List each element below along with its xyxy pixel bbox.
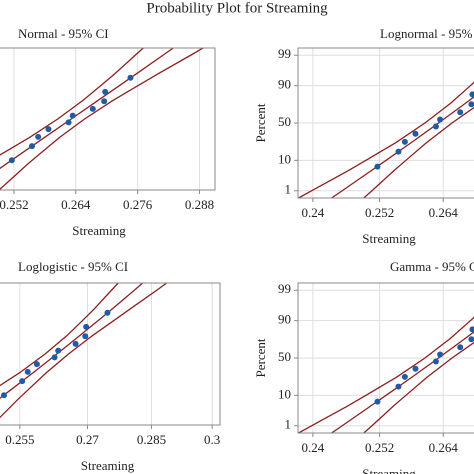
data-point [412, 365, 419, 372]
lower-line [0, 283, 119, 387]
x-tick-label: 0.252 [365, 440, 394, 455]
lower-line [298, 81, 474, 198]
plot-area [298, 48, 474, 198]
y-axis-label: Percent [253, 338, 268, 377]
x-tick-label: 0.24 [302, 205, 325, 220]
fit-line [331, 96, 474, 198]
y-tick-label: 99 [278, 281, 291, 296]
plot-area [0, 48, 204, 190]
data-point [89, 105, 96, 112]
data-point [33, 361, 40, 368]
data-point [24, 368, 31, 375]
data-point [412, 130, 419, 137]
plot-area [298, 283, 474, 433]
data-point [0, 392, 7, 399]
x-tick-label: 0.24 [302, 440, 325, 455]
x-tick-label: 0.252 [0, 197, 29, 212]
fit-line [331, 331, 474, 433]
data-point [374, 398, 381, 405]
panel: Gamma - 95% CI 0.24 0.252 0.264 1 10 50 90 99 Str… [253, 259, 474, 474]
figure-title: Probability Plot for Streaming [146, 0, 328, 16]
x-tick-label: 0.285 [137, 432, 166, 447]
panel-title: Gamma - 95% CI [390, 259, 474, 274]
x-tick-label: 0.252 [365, 205, 394, 220]
plot-frame [297, 282, 474, 434]
data-point [432, 123, 439, 130]
y-tick-label: 1 [285, 417, 292, 432]
y-axis-label: Percent [253, 103, 268, 142]
data-point [437, 351, 444, 358]
y-tick-label: 1 [285, 182, 292, 197]
plot-frame [297, 47, 474, 199]
x-axis-label: Streaming [72, 223, 126, 238]
y-tick-label: 50 [278, 114, 291, 129]
panel-title: Normal - 95% CI [18, 26, 109, 41]
data-point [19, 378, 26, 385]
panel-title: Loglogistic - 95% CI [18, 259, 128, 274]
data-point [102, 88, 109, 95]
x-tick-label: 0.264 [429, 440, 459, 455]
data-point [395, 148, 402, 155]
data-point [127, 74, 134, 81]
y-tick-label: 99 [278, 46, 291, 61]
data-point [401, 373, 408, 380]
plot-frame [0, 282, 221, 426]
data-point [468, 101, 474, 108]
x-tick-label: 0.288 [185, 197, 214, 212]
x-tick-label: 0.264 [429, 205, 459, 220]
panel: Loglogistic - 95% CI 0.255 0.27 0.285 0.3 Str… [0, 259, 221, 473]
x-axis-label: Streaming [362, 231, 416, 246]
x-tick-label: 0.255 [5, 432, 34, 447]
upper-line [363, 341, 474, 433]
data-point [401, 138, 408, 145]
x-axis-label: Streaming [362, 466, 416, 474]
y-tick-label: 50 [278, 349, 291, 364]
x-tick-label: 0.27 [76, 432, 99, 447]
panel: Normal - 95% CI 0.252 0.264 0.276 0.288 Strea… [0, 26, 216, 238]
data-point [83, 323, 90, 330]
data-point [8, 157, 15, 164]
data-point [51, 354, 58, 361]
data-point [457, 344, 464, 351]
plot-area [0, 283, 213, 425]
x-tick-label: 0.264 [61, 197, 91, 212]
data-point [69, 112, 76, 119]
data-point [55, 347, 62, 354]
x-axis-label: Streaming [81, 458, 135, 473]
data-point [457, 109, 464, 116]
data-point [104, 309, 111, 316]
y-tick-label: 90 [278, 312, 291, 327]
upper-line [363, 106, 474, 198]
plot-frame [0, 47, 216, 191]
data-point [374, 163, 381, 170]
data-point [437, 116, 444, 123]
x-tick-label: 0.3 [204, 432, 220, 447]
data-point [395, 383, 402, 390]
data-point [469, 91, 474, 98]
lower-line [298, 316, 474, 433]
upper-line [0, 48, 204, 190]
panel: Lognormal - 95% CI 0.24 0.252 0.264 1 10 50 90 9… [253, 26, 474, 246]
upper-line [0, 283, 168, 419]
data-point [469, 326, 474, 333]
data-point [101, 98, 108, 105]
y-tick-label: 10 [278, 386, 291, 401]
fit-line [0, 283, 144, 399]
data-point [468, 336, 474, 343]
lower-line [0, 48, 144, 156]
data-point [72, 340, 79, 347]
data-point [82, 333, 89, 340]
y-tick-label: 10 [278, 151, 291, 166]
y-tick-label: 90 [278, 77, 291, 92]
panel-title: Lognormal - 95% CI [380, 26, 474, 41]
data-point [65, 119, 72, 126]
data-point [28, 143, 35, 150]
data-point [35, 133, 42, 140]
data-point [45, 126, 52, 133]
data-point [432, 358, 439, 365]
fit-line [0, 48, 174, 170]
x-tick-label: 0.276 [123, 197, 153, 212]
